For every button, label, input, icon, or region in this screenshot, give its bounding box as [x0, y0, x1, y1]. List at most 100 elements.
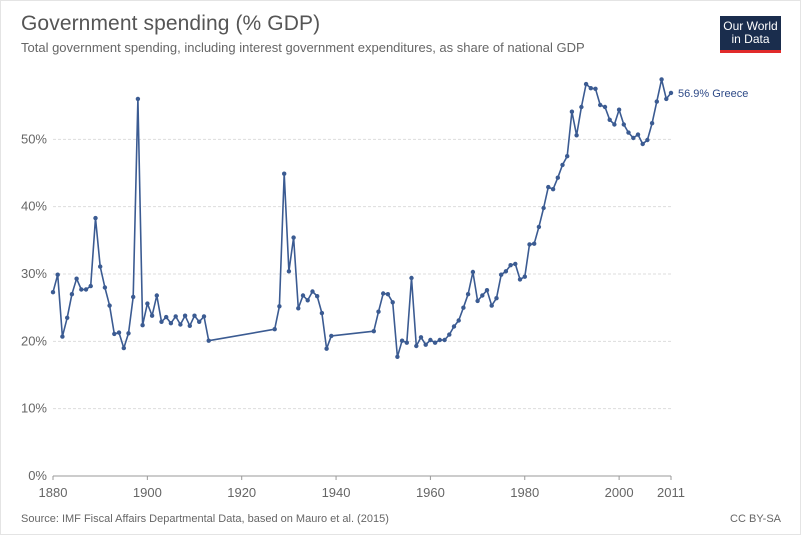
data-point	[569, 109, 575, 114]
x-tick-label: 2000	[605, 485, 634, 500]
data-point	[112, 331, 117, 337]
data-point	[315, 294, 320, 299]
data-point	[154, 293, 159, 298]
data-point	[598, 102, 603, 108]
series-end-label: 56.9% Greece	[678, 88, 748, 100]
data-point	[626, 130, 631, 135]
data-point	[145, 301, 150, 306]
data-point	[65, 315, 70, 320]
data-point	[593, 86, 598, 92]
data-point	[126, 331, 131, 336]
data-point	[414, 343, 419, 349]
data-point	[140, 323, 145, 328]
data-point	[635, 132, 641, 137]
data-point	[664, 96, 669, 102]
x-tick-label: 1920	[227, 485, 256, 500]
data-point	[480, 293, 485, 298]
data-point	[296, 306, 301, 311]
data-point	[432, 340, 438, 345]
data-point	[503, 269, 509, 274]
license-note[interactable]: CC BY-SA	[730, 513, 781, 525]
data-point	[168, 321, 174, 326]
y-tick-label: 20%	[21, 333, 47, 348]
data-point	[187, 323, 192, 328]
owid-logo[interactable]: Our World in Data	[720, 16, 781, 53]
data-point	[277, 304, 282, 309]
data-point	[465, 292, 471, 297]
data-point	[541, 205, 546, 211]
x-tick-label: 1960	[416, 485, 445, 500]
data-point	[371, 329, 376, 334]
data-point	[527, 242, 532, 247]
data-point	[513, 261, 518, 267]
data-point	[310, 289, 315, 294]
logo-line-1: Our World	[723, 19, 778, 33]
x-axis-ticks: 1880 1900 1920 1940 1960 1980 2000 2011	[39, 476, 685, 500]
data-point	[579, 104, 584, 110]
data-point	[272, 327, 277, 332]
data-point	[173, 314, 178, 319]
data-point	[532, 241, 537, 246]
data-point	[484, 288, 490, 293]
data-point	[102, 285, 108, 290]
chart-subtitle: Total government spending, including int…	[21, 40, 585, 55]
data-point	[494, 296, 499, 301]
data-point	[451, 324, 457, 329]
data-point	[131, 294, 136, 300]
data-point	[517, 277, 523, 282]
gridlines	[53, 138, 671, 477]
data-point	[98, 264, 103, 269]
data-point	[121, 345, 127, 351]
x-tick-label: 1940	[322, 485, 351, 500]
x-tick-label: 1980	[510, 485, 539, 500]
data-point	[550, 187, 556, 192]
y-tick-label: 30%	[21, 266, 47, 281]
data-point	[201, 314, 207, 319]
data-point	[178, 322, 183, 327]
data-point	[50, 290, 56, 295]
data-point	[631, 135, 636, 141]
data-point	[107, 303, 112, 308]
data-point	[376, 309, 381, 314]
data-point	[116, 330, 122, 335]
data-point	[286, 269, 292, 274]
data-point	[602, 104, 608, 110]
y-tick-label: 10%	[21, 401, 47, 416]
data-point	[659, 77, 664, 82]
data-point	[470, 269, 476, 275]
source-note[interactable]: Source: IMF Fiscal Affairs Departmental …	[21, 513, 389, 525]
data-point	[499, 272, 504, 277]
y-tick-label: 0%	[28, 468, 47, 483]
data-point	[329, 333, 334, 339]
data-point	[645, 137, 650, 143]
y-tick-label: 40%	[21, 199, 47, 214]
data-point	[319, 310, 325, 316]
data-point	[456, 318, 461, 323]
data-point	[442, 337, 447, 343]
chart-title: Government spending (% GDP)	[21, 12, 321, 35]
data-point	[305, 298, 310, 303]
data-point	[69, 292, 75, 297]
data-point	[418, 335, 424, 340]
data-point	[93, 215, 98, 221]
data-point	[300, 293, 306, 298]
data-point	[192, 313, 197, 318]
data-point	[428, 337, 433, 343]
data-point	[560, 162, 565, 168]
data-point	[182, 313, 188, 318]
data-point	[135, 96, 141, 102]
data-point	[74, 276, 79, 281]
data-point	[461, 305, 466, 310]
data-point	[475, 298, 480, 304]
data-point	[149, 313, 155, 318]
data-point	[437, 337, 442, 343]
data-point	[399, 338, 405, 343]
x-tick-label: 1880	[39, 485, 68, 500]
data-point	[79, 287, 84, 292]
data-point	[55, 272, 60, 277]
data-point	[197, 319, 202, 324]
data-point	[640, 141, 645, 147]
data-point	[385, 292, 391, 297]
data-point	[423, 342, 428, 347]
